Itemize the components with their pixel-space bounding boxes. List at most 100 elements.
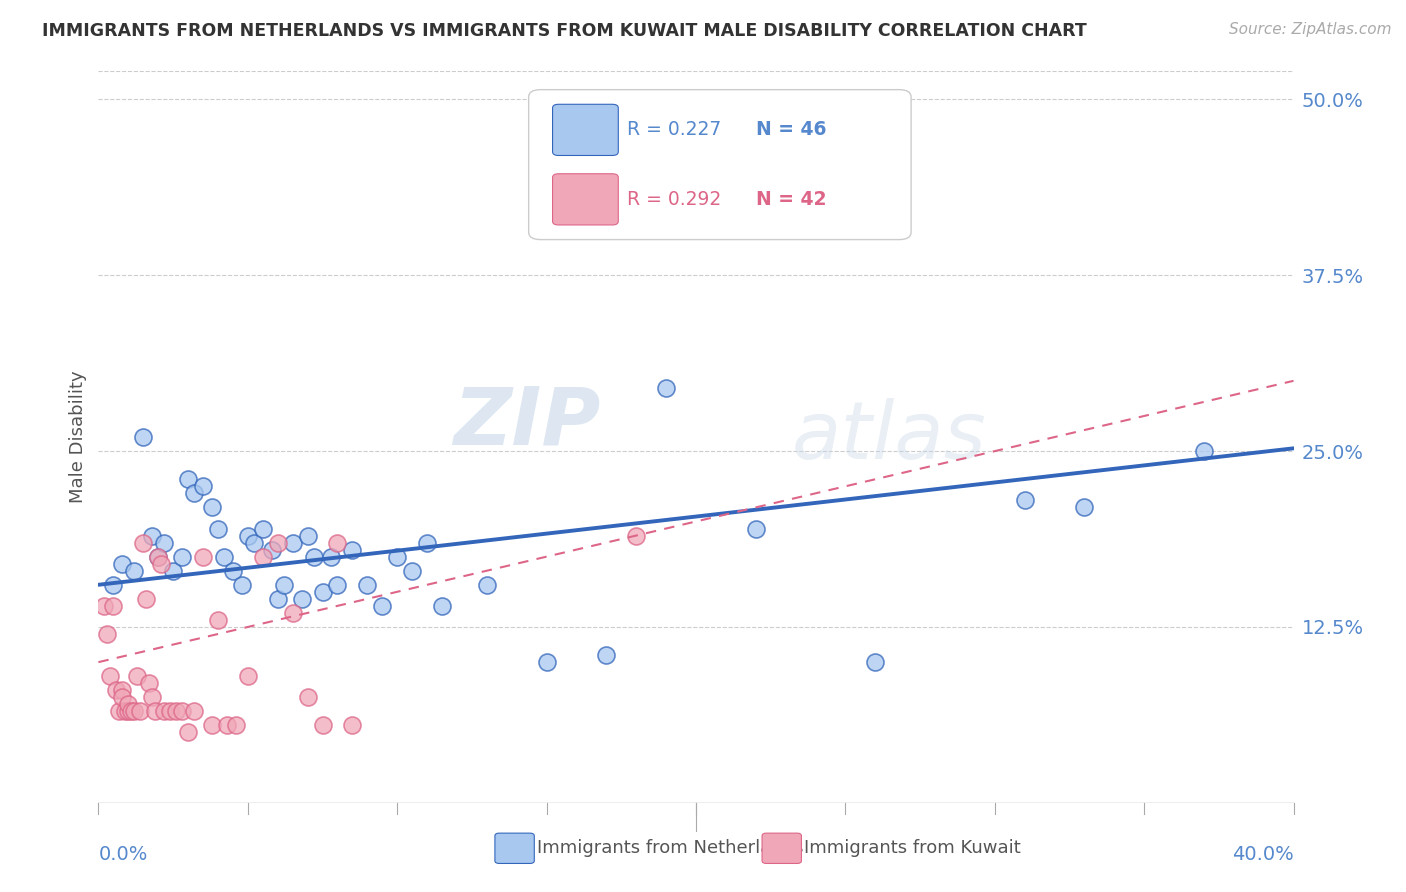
Text: N = 46: N = 46 bbox=[756, 120, 827, 139]
Point bbox=[231, 578, 253, 592]
Point bbox=[311, 584, 333, 599]
Point bbox=[120, 705, 142, 719]
Point bbox=[1073, 500, 1095, 515]
Point bbox=[96, 627, 118, 641]
Point bbox=[595, 648, 617, 662]
Point bbox=[236, 669, 259, 683]
Text: R = 0.292: R = 0.292 bbox=[627, 190, 721, 209]
Point bbox=[326, 578, 349, 592]
Text: N = 42: N = 42 bbox=[756, 190, 827, 209]
Point bbox=[132, 535, 155, 549]
Point bbox=[177, 725, 200, 739]
Text: R = 0.227: R = 0.227 bbox=[627, 120, 721, 139]
Point bbox=[201, 718, 224, 732]
Point bbox=[281, 606, 304, 620]
Point bbox=[148, 549, 170, 564]
Point bbox=[401, 564, 423, 578]
Point bbox=[127, 669, 149, 683]
Point bbox=[183, 705, 205, 719]
Point bbox=[225, 718, 247, 732]
Point bbox=[153, 705, 176, 719]
Point bbox=[150, 557, 173, 571]
Point bbox=[260, 542, 283, 557]
Point bbox=[342, 718, 364, 732]
Point bbox=[117, 705, 139, 719]
Point bbox=[356, 578, 378, 592]
Point bbox=[430, 599, 453, 613]
Point bbox=[342, 542, 364, 557]
Point bbox=[371, 599, 394, 613]
Point bbox=[212, 549, 235, 564]
Text: Immigrants from Netherlands: Immigrants from Netherlands bbox=[537, 839, 804, 857]
Point bbox=[141, 690, 163, 705]
Point bbox=[1192, 444, 1215, 458]
Point bbox=[252, 549, 274, 564]
FancyBboxPatch shape bbox=[553, 174, 619, 225]
Point bbox=[385, 549, 409, 564]
Point bbox=[111, 690, 134, 705]
Point bbox=[236, 528, 259, 542]
Point bbox=[626, 528, 648, 542]
Text: atlas: atlas bbox=[792, 398, 987, 476]
Point bbox=[103, 599, 125, 613]
Text: 0.0%: 0.0% bbox=[98, 845, 148, 864]
Point bbox=[129, 705, 152, 719]
Point bbox=[98, 669, 122, 683]
Point bbox=[114, 705, 136, 719]
Point bbox=[207, 613, 229, 627]
Point bbox=[135, 591, 157, 606]
Point bbox=[536, 655, 558, 669]
Point bbox=[745, 521, 768, 535]
Point bbox=[267, 591, 290, 606]
Point bbox=[138, 676, 160, 690]
Point bbox=[326, 535, 349, 549]
Point bbox=[243, 535, 266, 549]
Point bbox=[291, 591, 314, 606]
Text: IMMIGRANTS FROM NETHERLANDS VS IMMIGRANTS FROM KUWAIT MALE DISABILITY CORRELATIO: IMMIGRANTS FROM NETHERLANDS VS IMMIGRANT… bbox=[42, 22, 1087, 40]
Text: 40.0%: 40.0% bbox=[1232, 845, 1294, 864]
Point bbox=[141, 528, 163, 542]
Point bbox=[207, 521, 229, 535]
Point bbox=[475, 578, 498, 592]
Point bbox=[267, 535, 290, 549]
Text: Source: ZipAtlas.com: Source: ZipAtlas.com bbox=[1229, 22, 1392, 37]
Point bbox=[159, 705, 181, 719]
Point bbox=[1014, 493, 1036, 508]
Point bbox=[143, 705, 166, 719]
Y-axis label: Male Disability: Male Disability bbox=[69, 371, 87, 503]
Point bbox=[132, 430, 155, 444]
Point bbox=[183, 486, 205, 500]
Point bbox=[153, 535, 176, 549]
Text: ZIP: ZIP bbox=[453, 384, 600, 461]
Point bbox=[302, 549, 325, 564]
Point bbox=[124, 564, 146, 578]
Point bbox=[321, 549, 343, 564]
Point bbox=[191, 549, 214, 564]
Point bbox=[111, 683, 134, 698]
Point bbox=[297, 528, 319, 542]
Point bbox=[655, 381, 678, 395]
Point bbox=[416, 535, 439, 549]
Point bbox=[148, 549, 170, 564]
Point bbox=[108, 705, 131, 719]
Point bbox=[124, 705, 146, 719]
Point bbox=[172, 705, 194, 719]
Point bbox=[105, 683, 128, 698]
Point bbox=[162, 564, 184, 578]
Point bbox=[252, 521, 274, 535]
Point bbox=[311, 718, 333, 732]
Point bbox=[865, 655, 887, 669]
FancyBboxPatch shape bbox=[553, 104, 619, 155]
Text: Immigrants from Kuwait: Immigrants from Kuwait bbox=[804, 839, 1021, 857]
Point bbox=[172, 549, 194, 564]
Point bbox=[177, 472, 200, 486]
Point bbox=[191, 479, 214, 493]
Point bbox=[215, 718, 238, 732]
Point bbox=[165, 705, 187, 719]
Point bbox=[117, 698, 139, 712]
Point bbox=[103, 578, 125, 592]
Point bbox=[111, 557, 134, 571]
Point bbox=[297, 690, 319, 705]
Point bbox=[93, 599, 115, 613]
Point bbox=[281, 535, 304, 549]
